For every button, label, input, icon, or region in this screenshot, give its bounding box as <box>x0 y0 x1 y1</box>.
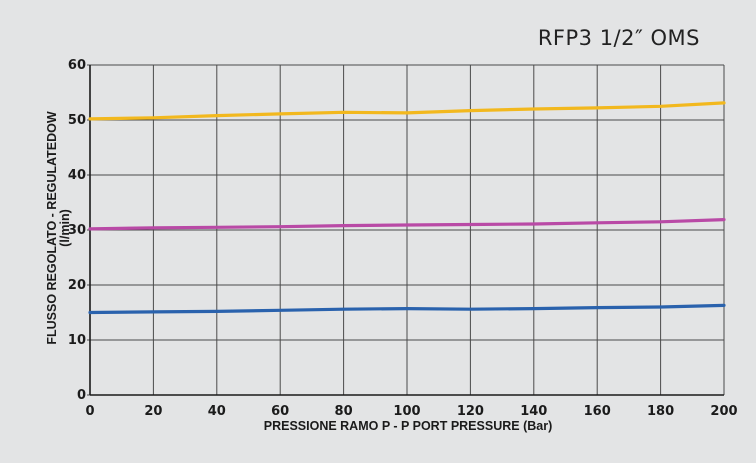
tick-labels: 0 20 40 60 80 100 120 140 160 180 200 0 10 20 30 40 50 60 <box>68 58 738 419</box>
y-tick-label: 20 <box>68 278 86 293</box>
x-tick-label: 40 <box>208 404 226 419</box>
y-tick-label: 30 <box>68 223 86 238</box>
x-tick-label: 80 <box>335 404 353 419</box>
y-tick-label: 40 <box>68 168 86 183</box>
y-tick-label: 60 <box>68 58 86 73</box>
x-tick-label: 200 <box>710 404 737 419</box>
x-axis-title: PRESSIONE RAMO P - P PORT PRESSURE (Bar) <box>264 419 552 433</box>
y-tick-label: 0 <box>77 388 86 403</box>
x-tick-label: 0 <box>85 404 94 419</box>
y-tick-label: 50 <box>68 113 86 128</box>
x-tick-label: 140 <box>520 404 547 419</box>
y-axis-unit: (l/min) <box>58 209 72 247</box>
x-tick-label: 60 <box>271 404 289 419</box>
x-tick-label: 160 <box>584 404 611 419</box>
chart-title: RFP3 1/2″ OMS <box>538 26 700 50</box>
series-group <box>88 101 726 315</box>
series-line-1 <box>88 101 726 121</box>
x-tick-label: 100 <box>393 404 420 419</box>
series-line-3 <box>88 303 726 315</box>
grid <box>87 64 725 396</box>
y-axis-title: FLUSSO REGOLATO - REGULATEDOW <box>45 111 59 345</box>
x-tick-label: 180 <box>647 404 674 419</box>
y-tick-label: 10 <box>68 333 86 348</box>
series-line-2 <box>88 218 726 231</box>
x-tick-label: 120 <box>457 404 484 419</box>
x-tick-label: 20 <box>144 404 162 419</box>
